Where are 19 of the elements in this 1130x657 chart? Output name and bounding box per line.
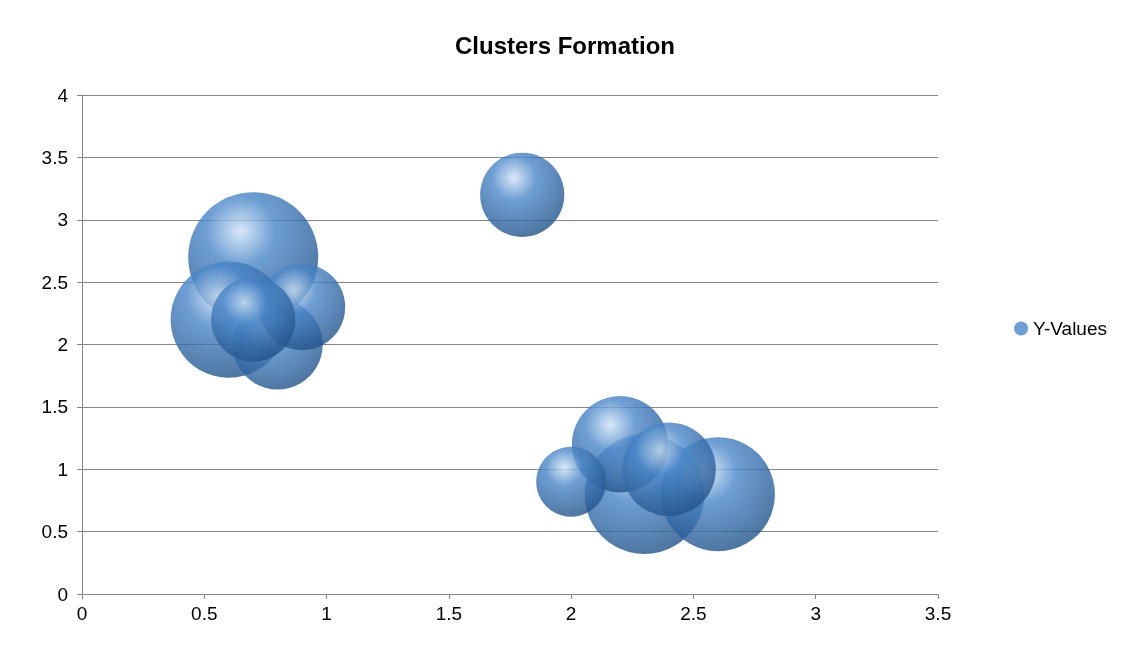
y-tick-label: 1 [57, 458, 68, 480]
x-tick-label: 3.5 [924, 603, 952, 624]
x-tick-label: 2 [565, 603, 577, 624]
x-tick-label: 0 [76, 603, 88, 624]
y-tick-label: 1.5 [41, 396, 68, 418]
chart-title: Clusters Formation [454, 31, 676, 59]
x-tick-label: 2.5 [680, 603, 707, 624]
y-tick-label: 3.5 [41, 146, 68, 168]
y-tick-label: 2.5 [41, 271, 68, 293]
y-tick-label: 2 [57, 334, 68, 355]
y-tick-label: 0 [57, 583, 68, 605]
y-tick-label: 3 [57, 209, 68, 231]
x-tick-label: 0.5 [191, 603, 218, 624]
x-tick-label: 3 [810, 603, 821, 624]
y-tick-label: 0.5 [41, 521, 68, 543]
x-tick-label: 1.5 [435, 603, 463, 624]
legend-label: Y-Values [1033, 318, 1108, 339]
x-tick-label: 1 [321, 603, 332, 624]
y-tick-label: 4 [57, 84, 69, 106]
